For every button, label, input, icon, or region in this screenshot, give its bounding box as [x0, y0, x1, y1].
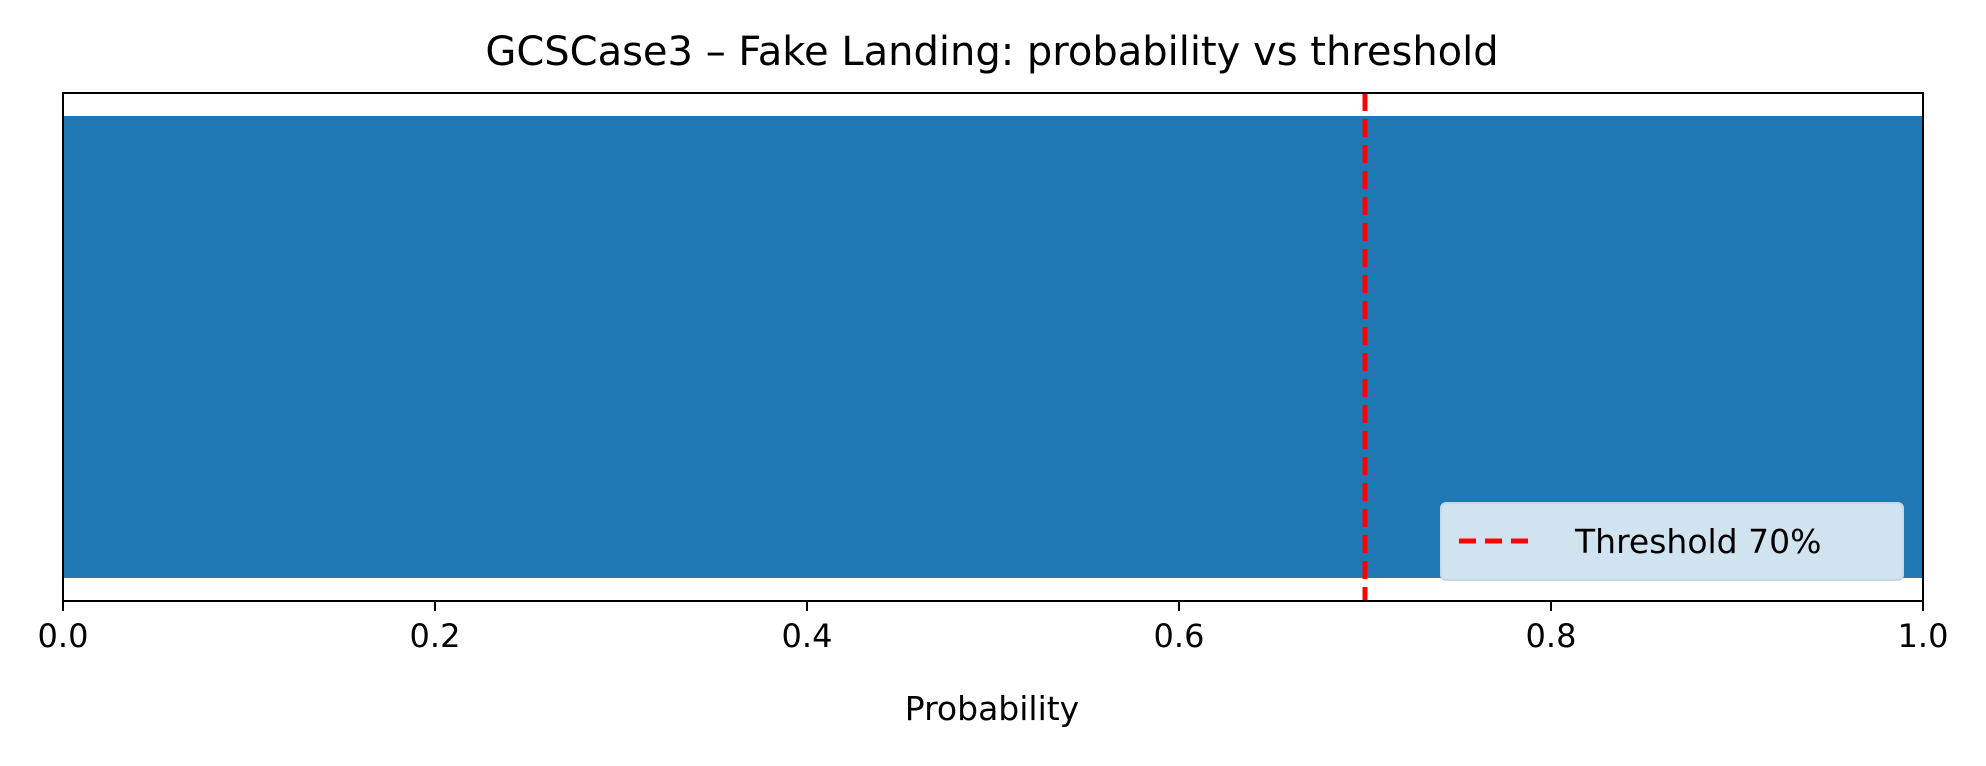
x-tick-label: 1.0 — [1898, 617, 1949, 655]
bar — [63, 116, 1923, 578]
x-tick-label: 0.4 — [782, 617, 833, 655]
axes-frame — [62, 92, 1924, 602]
legend: Threshold 70% — [1440, 502, 1904, 581]
x-tick-label: 0.8 — [1526, 617, 1577, 655]
plot-area — [62, 92, 1924, 602]
chart-title: GCSCase3 – Fake Landing: probability vs … — [485, 29, 1498, 75]
legend-box — [1440, 502, 1904, 581]
x-tick-label: 0.6 — [1154, 617, 1205, 655]
x-tick-label: 0.2 — [410, 617, 461, 655]
x-axis-label: Probability — [905, 689, 1079, 728]
x-axis-ticks: 0.0 0.2 0.4 0.6 0.8 1.0 — [38, 601, 1949, 655]
x-tick-label: 0.0 — [38, 617, 89, 655]
legend-threshold-label: Threshold 70% — [1574, 522, 1821, 561]
